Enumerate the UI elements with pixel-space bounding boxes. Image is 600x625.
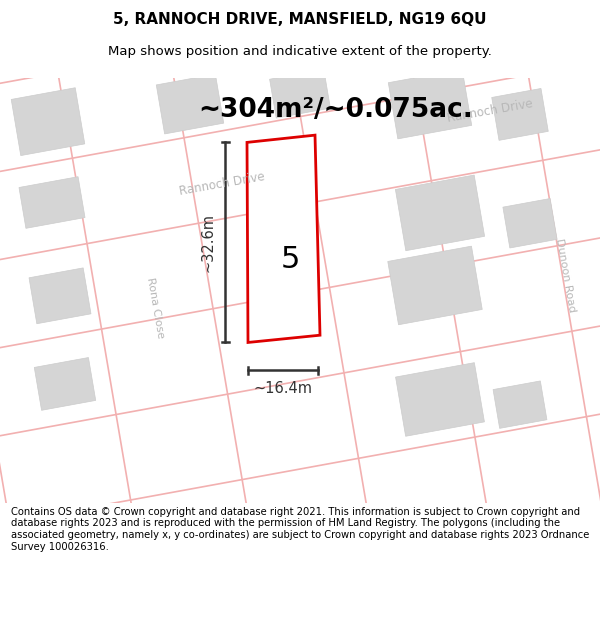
Polygon shape: [492, 89, 548, 141]
Text: Contains OS data © Crown copyright and database right 2021. This information is : Contains OS data © Crown copyright and d…: [11, 507, 589, 551]
Polygon shape: [395, 362, 484, 436]
Text: 5: 5: [280, 245, 299, 274]
Text: ~16.4m: ~16.4m: [254, 381, 313, 396]
Polygon shape: [247, 135, 320, 343]
Text: Rannoch Drive: Rannoch Drive: [178, 170, 266, 198]
Polygon shape: [395, 175, 485, 251]
Polygon shape: [34, 357, 96, 410]
Polygon shape: [269, 69, 331, 118]
Polygon shape: [388, 246, 482, 325]
Text: Rona Close: Rona Close: [145, 277, 165, 339]
Text: Dunoon Road: Dunoon Road: [554, 238, 577, 313]
Polygon shape: [19, 177, 85, 228]
Text: ~304m²/~0.075ac.: ~304m²/~0.075ac.: [198, 97, 473, 122]
Text: ~32.6m: ~32.6m: [201, 213, 216, 272]
Polygon shape: [493, 381, 547, 428]
Text: 5, RANNOCH DRIVE, MANSFIELD, NG19 6QU: 5, RANNOCH DRIVE, MANSFIELD, NG19 6QU: [113, 12, 487, 27]
Polygon shape: [156, 74, 224, 134]
Polygon shape: [11, 88, 85, 156]
Polygon shape: [388, 69, 472, 139]
Text: Map shows position and indicative extent of the property.: Map shows position and indicative extent…: [108, 46, 492, 58]
Polygon shape: [29, 268, 91, 324]
Text: Rannoch Drive: Rannoch Drive: [446, 98, 534, 125]
Polygon shape: [503, 199, 557, 248]
